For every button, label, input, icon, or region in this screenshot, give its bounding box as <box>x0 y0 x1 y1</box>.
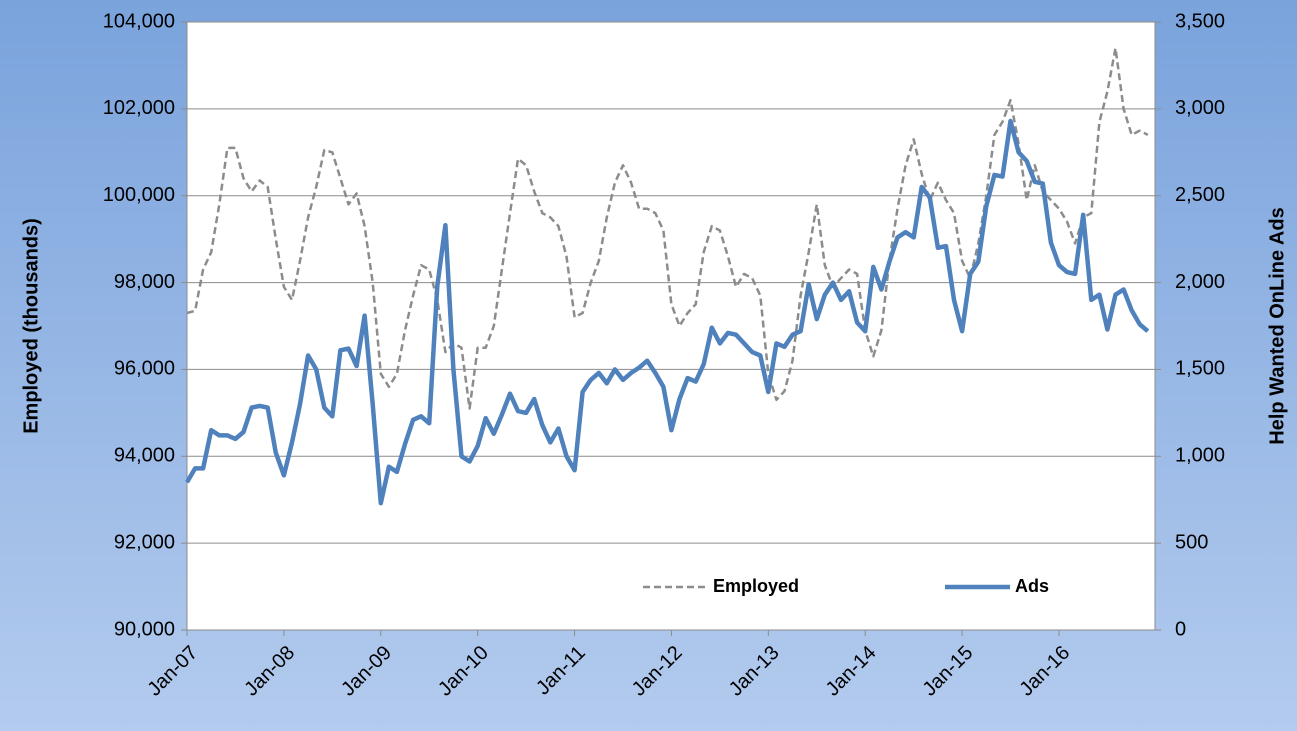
series-line <box>185 118 1150 506</box>
x-tick-label: Jan-14 <box>822 642 881 701</box>
x-tick-label: Jan-11 <box>532 642 590 700</box>
y-axis-title: Employed (thousands) <box>20 218 42 434</box>
y-tick-label: 96,000 <box>114 358 175 380</box>
y2-tick-label: 3,500 <box>1175 10 1225 32</box>
y-tick-label: 98,000 <box>114 271 175 293</box>
x-tick-label: Jan-15 <box>919 642 978 701</box>
x-tick-label: Jan-10 <box>434 642 493 701</box>
legend-label: Employed <box>713 576 799 596</box>
y2-tick-label: 2,000 <box>1175 271 1225 293</box>
x-tick-label: Jan-16 <box>1015 642 1074 701</box>
legend-label: Ads <box>1015 576 1049 596</box>
x-tick-label: Jan-13 <box>725 642 784 701</box>
y2-tick-label: 0 <box>1175 618 1186 640</box>
series-line <box>186 46 1149 410</box>
y2-axis-title: Help Wanted OnLine Ads <box>1266 207 1288 444</box>
y-tick-label: 100,000 <box>103 184 175 206</box>
x-tick-label: Jan-12 <box>628 642 687 701</box>
y2-tick-label: 500 <box>1175 531 1208 553</box>
y2-tick-label: 2,500 <box>1175 184 1225 206</box>
x-tick-label: Jan-08 <box>240 642 299 701</box>
y2-tick-label: 3,000 <box>1175 97 1225 119</box>
plot-area <box>187 22 1155 630</box>
y2-tick-label: 1,000 <box>1175 445 1225 467</box>
x-tick-label: Jan-09 <box>337 642 396 701</box>
y-tick-label: 104,000 <box>103 10 175 32</box>
y-tick-label: 102,000 <box>103 97 175 119</box>
x-tick-label: Jan-07 <box>143 642 202 701</box>
y-tick-label: 90,000 <box>114 618 175 640</box>
y2-tick-label: 1,500 <box>1175 358 1225 380</box>
y-tick-label: 94,000 <box>114 445 175 467</box>
y-tick-label: 92,000 <box>114 531 175 553</box>
